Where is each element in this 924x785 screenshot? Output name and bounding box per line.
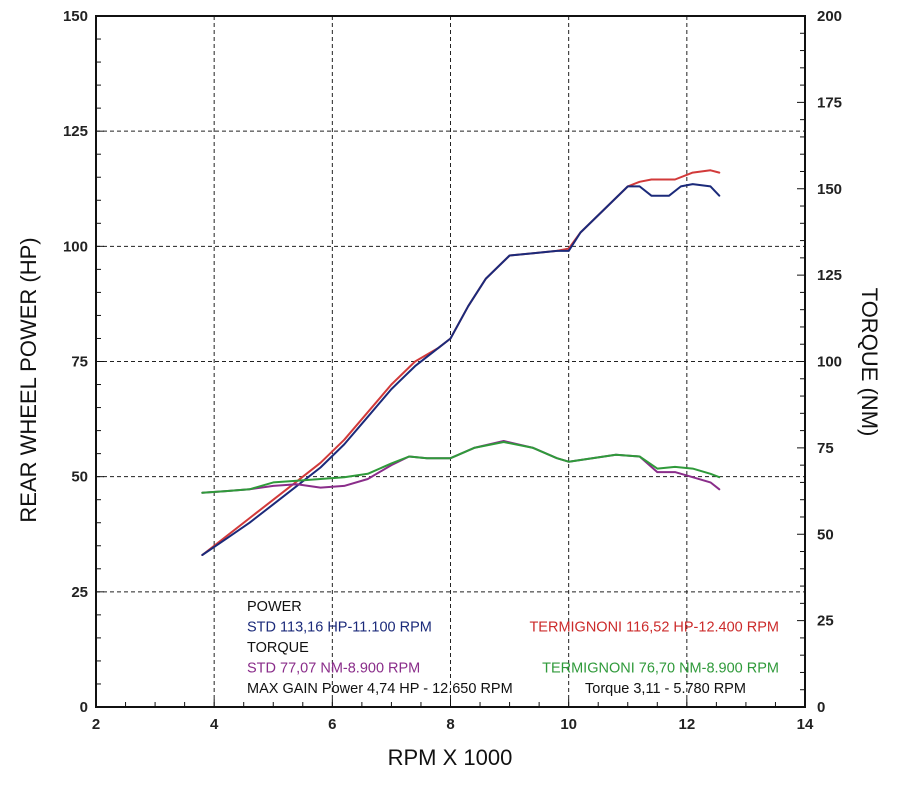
y-left-tick-label: 150 — [63, 8, 88, 25]
y-right-tick-label: 125 — [817, 267, 842, 284]
y-axis-right-title: TORQUE (NM) — [857, 288, 882, 437]
legend-entry: POWER — [247, 599, 302, 615]
legend-entry: STD 77,07 NM-8.900 RPM — [247, 661, 420, 677]
y-left-tick-label: 75 — [71, 354, 88, 371]
legend-entry: TERMIGNONI 76,70 NM-8.900 RPM — [542, 661, 779, 677]
y-right-tick-label: 100 — [817, 354, 842, 371]
y-axis-left-title: REAR WHEEL POWER (HP) — [16, 237, 41, 522]
x-tick-label: 2 — [92, 716, 100, 733]
y-left-tick-label: 25 — [71, 584, 88, 601]
series-line-torque-3 — [201, 441, 721, 494]
legend-entry: STD 113,16 HP-11.100 RPM — [247, 620, 432, 636]
x-tick-label: 12 — [678, 716, 695, 733]
y-right-tick-label: 50 — [817, 526, 834, 543]
y-left-tick-label: 100 — [63, 238, 88, 255]
legend-entry: TORQUE — [247, 640, 309, 656]
y-right-tick-label: 150 — [817, 181, 842, 198]
y-right-tick-label: 175 — [817, 94, 842, 111]
y-left-tick-label: 50 — [71, 469, 88, 486]
x-tick-label: 10 — [560, 716, 577, 733]
legend-entry: Torque 3,11 - 5.780 RPM — [585, 681, 746, 697]
grid-lines — [96, 16, 805, 707]
y-left-tick-label: 125 — [63, 123, 88, 140]
legend-entry: MAX GAIN Power 4,74 HP - 12.650 RPM — [247, 681, 513, 697]
legend: POWER STD 113,16 HP-11.100 RPM TERMIGNONI … — [247, 599, 779, 697]
y-right-tick-label: 0 — [817, 699, 825, 716]
series-line-power-1 — [201, 183, 721, 556]
legend-entry: TERMIGNONI 116,52 HP-12.400 RPM — [529, 620, 779, 636]
x-tick-label: 14 — [797, 716, 814, 733]
y-right-tick-label: 25 — [817, 613, 834, 630]
axis-ticks: 2 4 6 8 10 12 14025507510012515002550751001251… — [63, 8, 842, 733]
y-right-tick-label: 75 — [817, 440, 834, 457]
x-tick-label: 4 — [210, 716, 219, 733]
x-axis-title: RPM X 1000 — [388, 745, 513, 770]
data-series — [201, 169, 721, 556]
y-left-tick-label: 0 — [80, 699, 88, 716]
y-right-tick-label: 200 — [817, 8, 842, 25]
x-tick-label: 6 — [328, 716, 336, 733]
x-tick-label: 8 — [446, 716, 454, 733]
